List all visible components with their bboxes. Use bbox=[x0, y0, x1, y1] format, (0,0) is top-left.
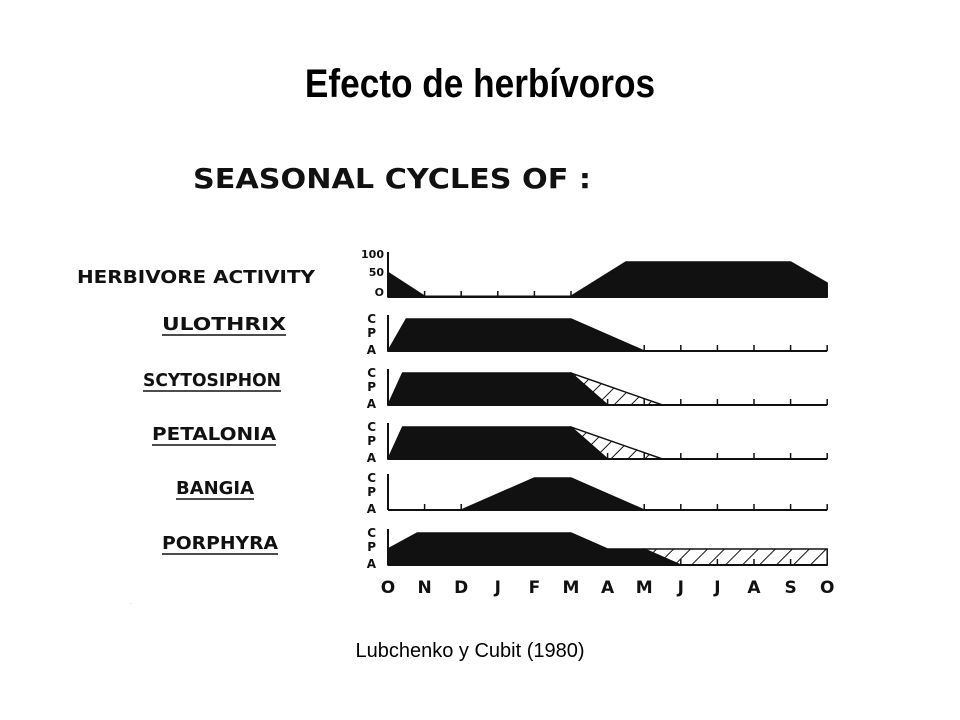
panel-label-bangia: BANGIA bbox=[176, 478, 254, 499]
y-tick-label: P bbox=[367, 434, 376, 448]
y-tick-label: O bbox=[375, 286, 384, 299]
y-tick-label: A bbox=[367, 343, 377, 357]
panel-label-petalonia: PETALONIA bbox=[152, 424, 276, 445]
y-tick-label: C bbox=[367, 420, 376, 434]
month-label: A bbox=[601, 578, 615, 598]
panel-ulothrix: ULOTHRIX CPA bbox=[162, 312, 828, 357]
month-label: J bbox=[494, 578, 501, 598]
slide-title: Efecto de herbívoros bbox=[304, 62, 656, 106]
citation: Lubchenko y Cubit (1980) bbox=[355, 640, 585, 662]
month-label: D bbox=[454, 578, 468, 598]
y-tick-label: A bbox=[367, 502, 377, 516]
y-tick-label: A bbox=[367, 557, 377, 571]
month-label: A bbox=[747, 578, 761, 598]
figure-title: SEASONAL CYCLES OF : bbox=[193, 162, 591, 195]
y-tick-label: A bbox=[367, 397, 377, 411]
y-tick-label: 50 bbox=[369, 266, 385, 279]
y-tick-label: P bbox=[367, 485, 376, 499]
y-tick-label: C bbox=[367, 526, 376, 540]
y-tick-label: P bbox=[367, 380, 376, 394]
panel-label-scytosiphon: SCYTOSIPHON bbox=[143, 370, 281, 391]
y-tick-label: A bbox=[367, 451, 377, 465]
panel-label-porphyra: PORPHYRA bbox=[162, 533, 278, 554]
y-tick-label: P bbox=[367, 540, 376, 554]
month-label: S bbox=[784, 578, 796, 598]
panel-scytosiphon: SCYTOSIPHON CPA bbox=[143, 366, 828, 411]
y-tick-label: C bbox=[367, 312, 376, 326]
month-label: O bbox=[381, 578, 395, 598]
month-label: J bbox=[677, 578, 684, 598]
panel-label-ulothrix: ULOTHRIX bbox=[162, 314, 286, 335]
y-tick-label: C bbox=[367, 366, 376, 380]
y-tick-label: 100 bbox=[361, 248, 384, 261]
bangia-solid-area bbox=[460, 477, 645, 511]
panel-herbivore-activity: HERBIVORE ACTIVITY 100 50 O bbox=[77, 248, 828, 299]
panel-label-herbivore-activity: HERBIVORE ACTIVITY bbox=[77, 267, 316, 288]
month-label: M bbox=[636, 578, 653, 598]
panel-bangia: BANGIA CPA bbox=[176, 471, 828, 516]
month-label: N bbox=[417, 578, 431, 598]
panel-petalonia: PETALONIA CPA bbox=[152, 420, 828, 465]
ulothrix-solid-area bbox=[386, 318, 645, 352]
panel-porphyra: PORPHYRA CPA bbox=[162, 526, 828, 571]
scan-speck: . bbox=[130, 600, 132, 606]
y-tick-label: C bbox=[367, 471, 376, 485]
month-label: M bbox=[563, 578, 580, 598]
month-label: F bbox=[529, 578, 541, 598]
month-label: O bbox=[820, 578, 834, 598]
porphyra-solid-area bbox=[387, 532, 682, 566]
month-label: J bbox=[713, 578, 720, 598]
y-tick-label: P bbox=[367, 326, 376, 340]
